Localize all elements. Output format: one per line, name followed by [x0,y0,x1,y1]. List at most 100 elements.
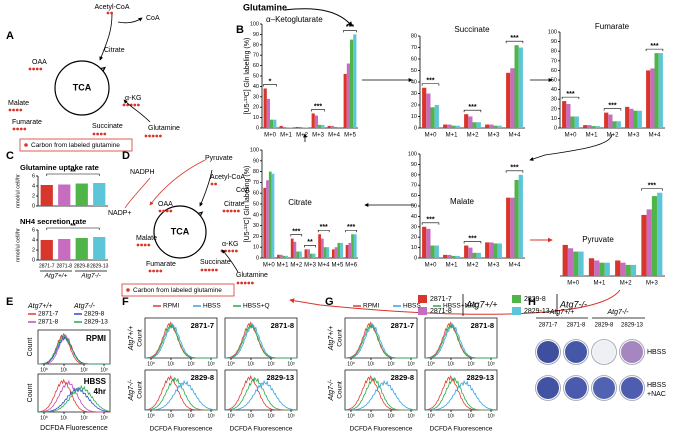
bar [455,255,460,258]
x-tick-label: 10⁰ [347,361,355,367]
significance: * [269,78,272,85]
legend-text: HBSS [203,303,221,310]
group-label: Atg7+/+ [549,309,575,316]
bar [302,127,306,128]
bar [485,124,490,128]
bar [290,238,294,258]
metabolite: Succinate [92,123,123,130]
bar [654,53,659,129]
y-tick-label: 20 [253,105,259,111]
legend-box [19,138,133,152]
x-tick-label: 2829-13 [90,263,109,269]
bar [426,93,431,128]
y-tick-label: 100 [408,151,417,157]
bar [447,254,452,258]
chart-title: Fumarate [595,22,630,31]
carbon-dot [210,182,214,186]
carbon-dot [237,209,240,213]
x-tick-label: M+1 [586,133,599,139]
significance: *** [320,224,328,231]
significance: *** [510,165,518,172]
group-label: Atg7-/- [80,273,101,280]
plate-stain [537,341,559,363]
bar [295,126,299,128]
bar [493,243,498,258]
panel-title: 2871-8 [271,321,294,330]
x-tick-label: 10³ [487,361,495,367]
bar [346,63,350,128]
y-axis-label: nmol/ul cell/hr [15,228,21,262]
tca-cycle [153,205,207,259]
bar [646,209,652,276]
histogram-curve [225,376,297,411]
significance: *** [292,228,300,235]
significance-bracket [463,109,482,113]
carbon-dot [140,243,144,247]
panel-label: A [6,30,14,42]
arrow [221,249,239,273]
bar [451,255,456,258]
carbon-dot [12,108,16,112]
metabolite: Malate [136,235,157,242]
y-tick-label: 20 [253,234,259,240]
y-tick-label: 70 [411,45,417,51]
bar [321,124,325,128]
x-tick-label: 10⁰ [427,413,435,419]
panel-label: C [6,150,14,162]
bar [625,264,631,276]
panel-label: B [236,24,244,36]
flow-arrow [289,289,621,315]
bar [451,125,456,128]
carbon-dot [147,243,151,247]
y-tick-label: 70 [411,183,417,189]
bar [337,126,341,128]
panel-label: F [122,296,129,308]
x-tick-label: 10² [387,361,395,367]
x-tick-label: 10² [187,413,195,419]
y-axis-label: Count [137,329,144,347]
y-axis-label: Count [27,338,34,357]
histogram-curve [38,379,110,413]
cycle-arrowhead [100,66,107,72]
x-tick-label: 10³ [287,413,295,419]
significance: *** [426,78,434,85]
x-tick-label: M+1 [593,281,606,287]
cycle-center: TCA [73,82,92,92]
bar [263,187,267,258]
bar [75,183,88,206]
carbon-dot [15,108,19,112]
x-axis-label: DCFDA Fluorescence [350,426,413,433]
panel-title: 2871-7 [191,321,214,330]
x-axis-label: DCFDA Fluorescence [430,426,493,433]
legend-dot [126,288,130,292]
x-tick-label: M+3 [304,263,317,269]
legend-box [121,283,235,297]
bar [285,255,289,258]
x-tick-label: M+3 [488,263,501,269]
significance-bracket [641,188,663,191]
y-axis-label: nmol/ul cell/hr [15,174,21,208]
legend-group: Atg7-/- [73,303,96,310]
bar [570,116,575,128]
bar [455,125,460,128]
plate-stain [565,377,587,399]
x-tick-label: M+3 [628,133,641,139]
x-tick-label: M+0 [425,133,438,139]
metabolite: CoA [236,187,250,194]
bar [443,254,448,258]
x-tick-label: 10² [187,361,195,367]
carbon-dot [159,269,163,273]
significance: *** [566,91,574,98]
bar [350,39,354,128]
x-tick-label: 2829-8 [74,263,90,269]
y-tick-label: 60 [411,193,417,199]
arrow [199,169,213,207]
metabolite: α-KG [222,241,239,248]
bar [340,242,343,258]
bar [422,226,427,258]
carbon-dot [99,132,103,136]
bar [75,238,88,260]
bar [326,247,330,258]
bar [331,249,335,258]
bar [510,197,515,258]
